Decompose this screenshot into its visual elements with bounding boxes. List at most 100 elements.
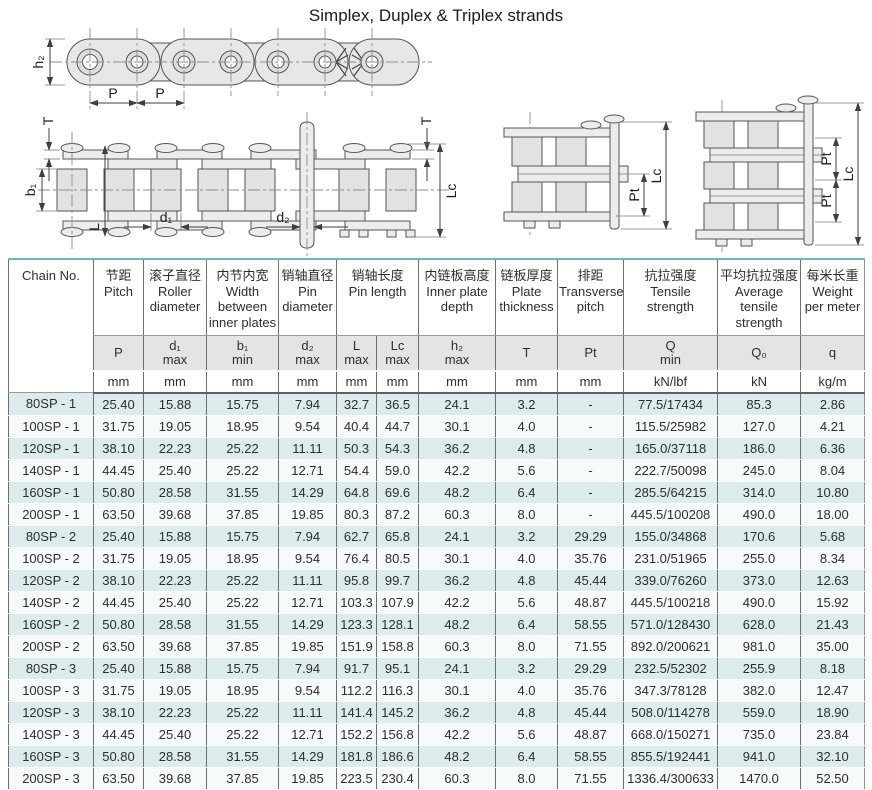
value-cell: 15.75 — [206, 657, 279, 680]
value-cell: 38.10 — [93, 701, 144, 724]
header-name-row: Chain No. 节距 Pitch 滚子直径 Roller diameter 内节… — [8, 259, 865, 393]
chain-no-header: Chain No. — [8, 259, 94, 393]
value-cell: 314.0 — [717, 481, 801, 504]
table-row: 200SP - 2 63.50 39.68 37.85 19.85 151.9 158.8 6… — [8, 635, 865, 658]
value-cell: 64.8 — [336, 481, 377, 504]
table-row: 140SP - 3 44.45 25.40 25.22 12.71 152.2 156.8 4… — [8, 723, 865, 746]
value-cell: 60.3 — [418, 635, 496, 658]
value-cell: 892.0/200621 — [623, 635, 718, 658]
unit-cell: kN/lbf — [623, 370, 718, 394]
duplex-strand-drawing: Pt Lc — [503, 112, 672, 238]
value-cell: 99.7 — [375, 569, 419, 592]
dim-label-pt-duplex: Pt — [626, 188, 642, 201]
value-cell: 25.22 — [206, 569, 279, 592]
value-cell: 25.22 — [206, 591, 279, 614]
value-cell: 8.0 — [495, 635, 558, 658]
dim-label-p2: P — [155, 85, 164, 101]
value-cell: 50.80 — [93, 481, 144, 504]
dim-label-d2: d₂ — [276, 209, 289, 225]
value-cell: 231.0/51965 — [623, 547, 718, 570]
value-cell: 15.75 — [206, 392, 279, 416]
value-cell: 15.75 — [206, 525, 279, 548]
value-cell: 628.0 — [717, 613, 801, 636]
value-cell: 31.55 — [206, 481, 279, 504]
value-cell: 152.2 — [336, 723, 377, 746]
value-cell: 21.43 — [800, 613, 865, 636]
value-cell: 25.40 — [143, 591, 207, 614]
dim-label-lc: Lc — [443, 184, 459, 199]
value-cell: 77.5/17434 — [623, 392, 718, 416]
chain-no-cell: 120SP - 1 — [8, 437, 94, 460]
value-cell: 7.94 — [278, 657, 337, 680]
value-cell: 103.3 — [336, 591, 377, 614]
value-cell: 48.2 — [418, 613, 496, 636]
value-cell: 339.0/76260 — [623, 569, 718, 592]
value-cell: 11.11 — [278, 569, 337, 592]
dim-label-d1: d₁ — [160, 209, 173, 225]
value-cell: 30.1 — [418, 415, 496, 438]
table-row: 200SP - 1 63.50 39.68 37.85 19.85 80.3 87.2 60.… — [8, 503, 865, 526]
value-cell: 63.50 — [93, 635, 144, 658]
unit-cell: mm — [557, 370, 624, 394]
value-cell: 4.0 — [495, 679, 558, 702]
value-cell: 232.5/52302 — [623, 657, 718, 680]
symbol-p: P — [93, 335, 144, 372]
value-cell: 24.1 — [418, 525, 496, 548]
value-cell: 48.2 — [418, 481, 496, 504]
value-cell: 11.11 — [278, 437, 337, 460]
chain-no-cell: 80SP - 1 — [8, 392, 94, 416]
value-cell: 19.05 — [143, 547, 207, 570]
value-cell: 158.8 — [375, 635, 419, 658]
value-cell: - — [557, 437, 624, 460]
chain-plan-view-drawing: T b₁ L d₁ d₂ T Lc — [22, 112, 459, 256]
value-cell: 37.85 — [206, 767, 279, 790]
value-cell: 115.5/25982 — [623, 415, 718, 438]
value-cell: 181.8 — [336, 745, 377, 768]
value-cell: 18.95 — [206, 679, 279, 702]
value-cell: 65.8 — [375, 525, 419, 548]
value-cell: 107.9 — [375, 591, 419, 614]
value-cell: - — [557, 481, 624, 504]
symbol-lc: Lc max — [375, 335, 419, 372]
value-cell: 8.0 — [495, 767, 558, 790]
chain-no-cell: 200SP - 2 — [8, 635, 94, 658]
value-cell: 6.4 — [495, 613, 558, 636]
value-cell: 1470.0 — [717, 767, 801, 790]
value-cell: 9.54 — [278, 547, 337, 570]
table-row: 80SP - 3 25.40 15.88 15.75 7.94 91.7 95.1 24.1 3… — [8, 657, 865, 680]
value-cell: 32.7 — [336, 392, 377, 416]
dim-label-t-right: T — [418, 116, 434, 125]
unit-cell: mm — [418, 370, 496, 394]
value-cell: 54.3 — [375, 437, 419, 460]
value-cell: 42.2 — [418, 591, 496, 614]
value-cell: 95.8 — [336, 569, 377, 592]
table-row: 140SP - 1 44.45 25.40 25.22 12.71 54.4 59.0 42.… — [8, 459, 865, 482]
value-cell: 39.68 — [143, 503, 207, 526]
value-cell: 9.54 — [278, 679, 337, 702]
value-cell: 44.45 — [93, 459, 144, 482]
value-cell: 223.5 — [336, 767, 377, 790]
chain-no-cell: 140SP - 3 — [8, 723, 94, 746]
value-cell: 31.55 — [206, 745, 279, 768]
value-cell: 25.40 — [93, 525, 144, 548]
symbol-q0: Q₀ — [717, 335, 801, 372]
value-cell: 8.34 — [800, 547, 865, 570]
value-cell: 19.85 — [278, 767, 337, 790]
value-cell: 186.0 — [717, 437, 801, 460]
col-header-transverse-pitch: 排距 Transverse pitch — [557, 259, 624, 336]
table-row: 160SP - 2 50.80 28.58 31.55 14.29 123.3 128.1 4… — [8, 613, 865, 636]
unit-cell: mm — [336, 370, 377, 394]
value-cell: 22.23 — [143, 569, 207, 592]
value-cell: 69.6 — [375, 481, 419, 504]
chain-no-cell: 100SP - 1 — [8, 415, 94, 438]
value-cell: 490.0 — [717, 591, 801, 614]
value-cell: 31.75 — [93, 679, 144, 702]
table-row: 100SP - 2 31.75 19.05 18.95 9.54 76.4 80.5 30.1… — [8, 547, 865, 570]
value-cell: 14.29 — [278, 481, 337, 504]
value-cell: 35.76 — [557, 679, 624, 702]
value-cell: 127.0 — [717, 415, 801, 438]
value-cell: 19.05 — [143, 415, 207, 438]
dim-label-h2: h₂ — [30, 55, 46, 68]
value-cell: 28.58 — [143, 481, 207, 504]
